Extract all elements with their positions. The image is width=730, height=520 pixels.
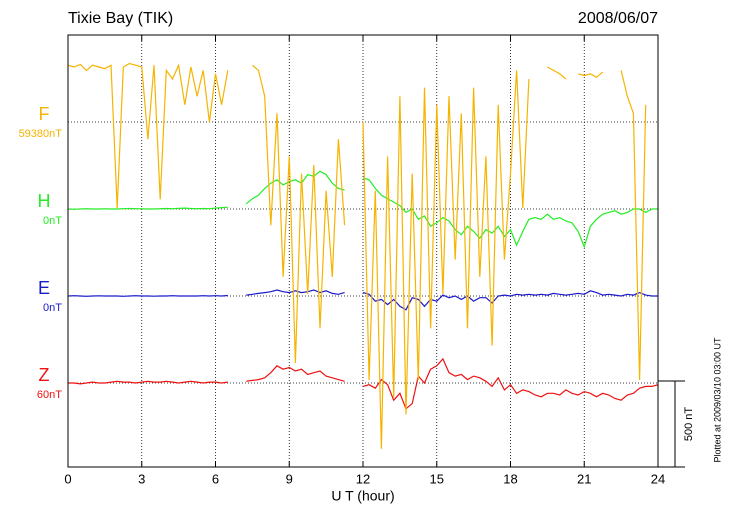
x-tick-label: 3 <box>138 471 145 486</box>
x-tick-label: 18 <box>503 471 517 486</box>
trace <box>68 357 658 410</box>
series-name: Z <box>39 365 50 385</box>
baseline-label: 59380nT <box>19 128 63 140</box>
series-name: E <box>38 278 50 298</box>
labels: 0 3 6 9 12 15 18 21 24 F 59380nT H 0nT E 0nT Z 60nT 500 n… <box>19 104 695 487</box>
x-tick-label: 9 <box>286 471 293 486</box>
x-tick-label: 12 <box>356 471 370 486</box>
chart-title: Tixie Bay (TIK) <box>68 10 173 27</box>
x-axis-label: U T (hour) <box>331 488 394 504</box>
plot-frame <box>67 34 659 468</box>
baseline-label: 0nT <box>43 302 62 314</box>
x-tick-label: 24 <box>651 471 665 486</box>
chart-date: 2008/06/07 <box>578 10 658 27</box>
footnote: Plotted at 2009/03/10 03:00 UT <box>712 337 722 463</box>
baseline-label: 0nT <box>43 215 62 227</box>
x-tick-label: 15 <box>430 471 444 486</box>
series-name: F <box>39 104 50 124</box>
scale-bar-label: 500 nT <box>683 407 695 442</box>
x-tick-label: 21 <box>577 471 591 486</box>
trace <box>68 289 658 311</box>
traces <box>68 64 658 449</box>
trace <box>68 170 658 249</box>
series-name: H <box>38 191 51 211</box>
baseline-label: 60nT <box>37 389 62 401</box>
x-tick-label: 6 <box>212 471 219 486</box>
x-tick-label: 0 <box>64 471 71 486</box>
